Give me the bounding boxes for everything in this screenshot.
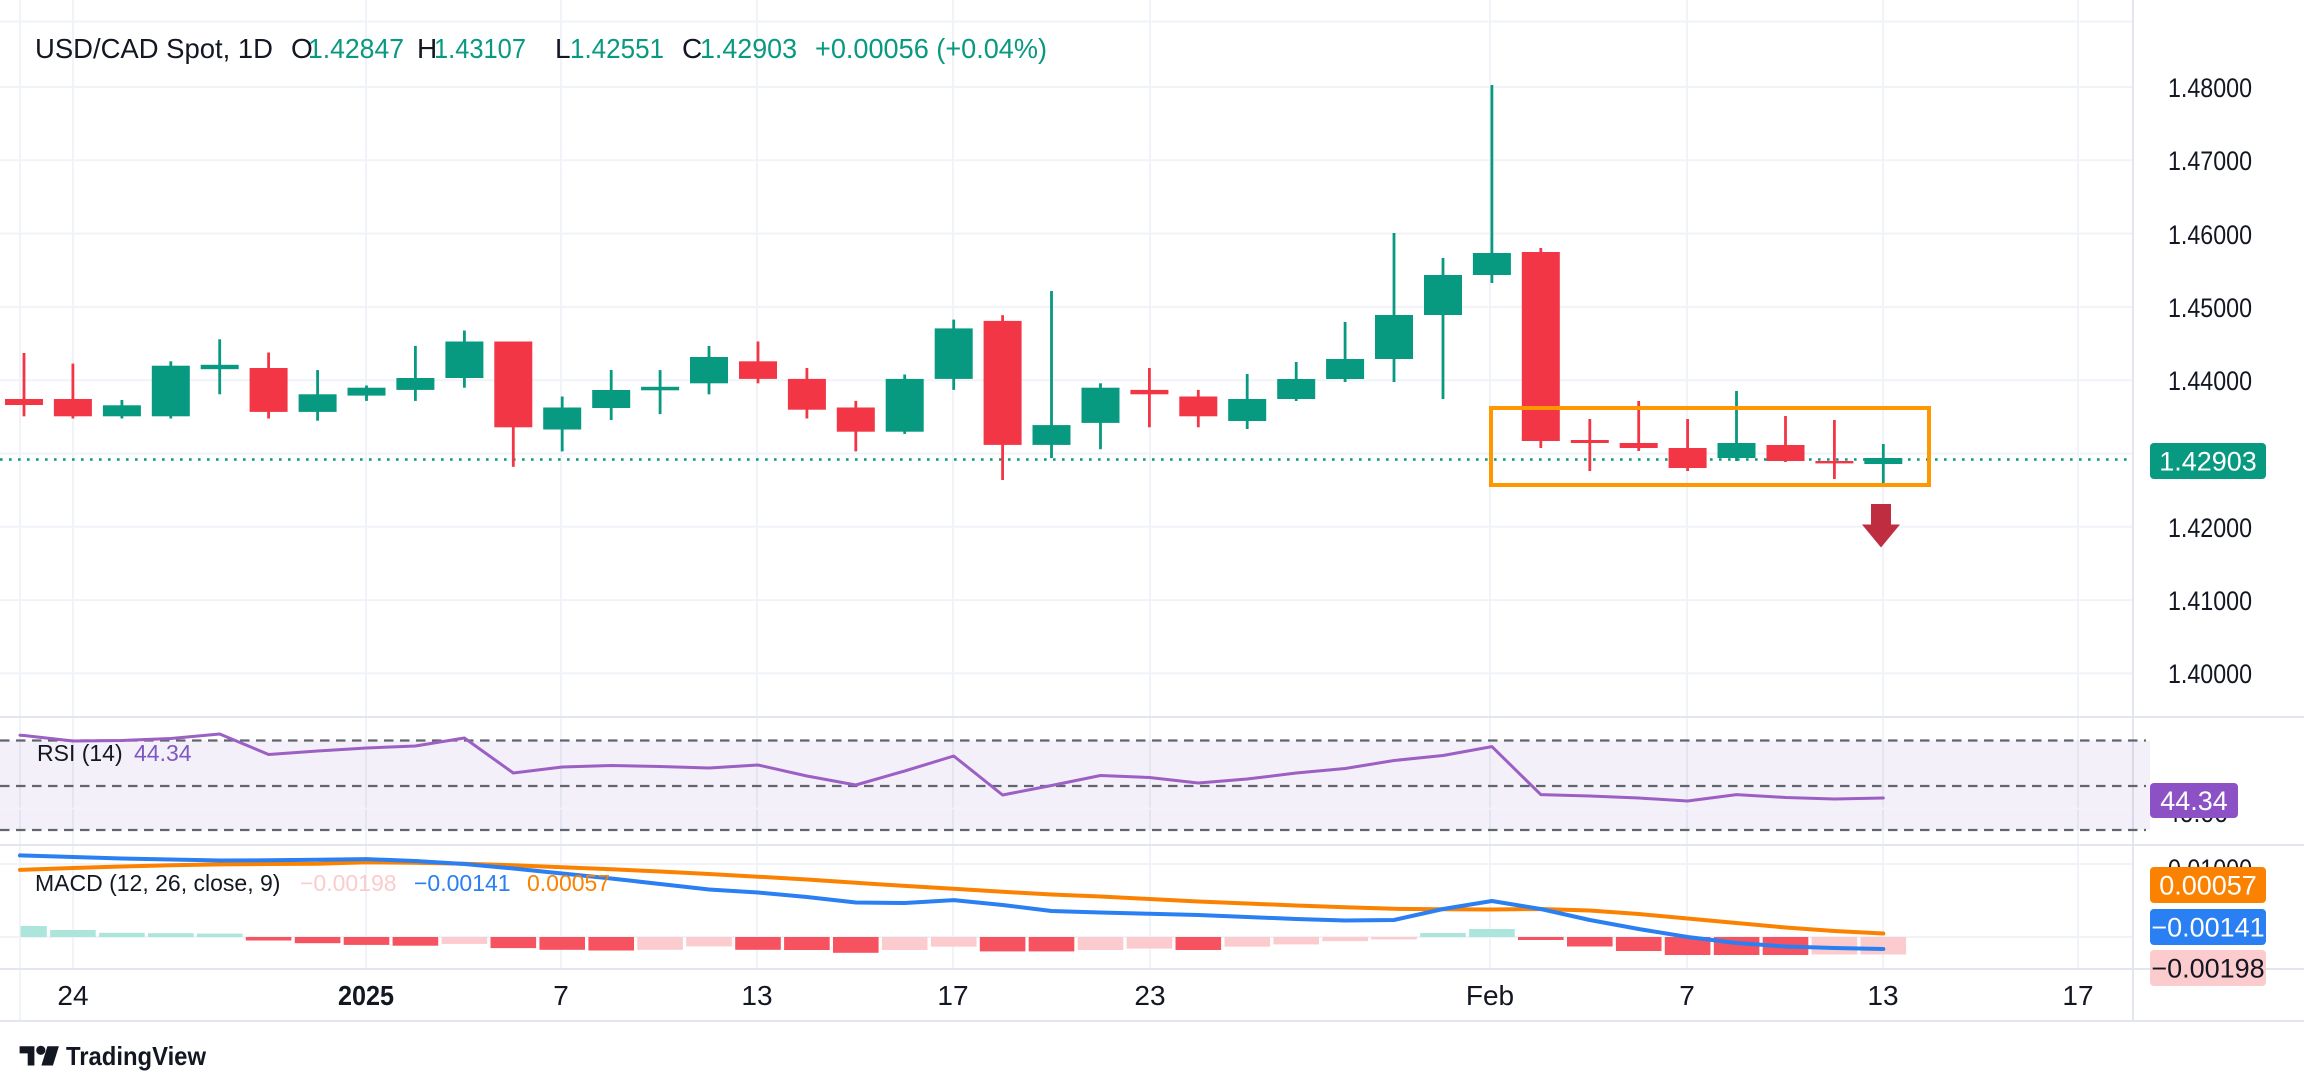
- svg-text:H: H: [417, 33, 437, 64]
- svg-text:L: L: [555, 33, 571, 64]
- svg-text:7: 7: [1679, 980, 1695, 1011]
- svg-text:1.42000: 1.42000: [2168, 513, 2252, 543]
- svg-text:1.47000: 1.47000: [2168, 146, 2252, 176]
- svg-text:24: 24: [57, 980, 88, 1011]
- svg-text:44.34: 44.34: [2160, 786, 2228, 816]
- svg-text:O: O: [291, 33, 313, 64]
- svg-text:−0.00198: −0.00198: [2151, 954, 2264, 984]
- svg-text:1.41000: 1.41000: [2168, 586, 2252, 616]
- svg-text:1.42847: 1.42847: [308, 33, 404, 64]
- svg-text:1.42551: 1.42551: [570, 33, 664, 64]
- svg-text:23: 23: [1134, 980, 1165, 1011]
- svg-text:+0.00056 (+0.04%): +0.00056 (+0.04%): [815, 33, 1047, 64]
- svg-text:Feb: Feb: [1466, 980, 1514, 1011]
- svg-text:1.44000: 1.44000: [2168, 366, 2252, 396]
- svg-text:7: 7: [553, 980, 569, 1011]
- svg-text:13: 13: [1867, 980, 1898, 1011]
- svg-text:17: 17: [2062, 980, 2093, 1011]
- svg-text:1.43107: 1.43107: [434, 33, 526, 64]
- svg-text:1.40000: 1.40000: [2168, 659, 2252, 689]
- svg-text:1.42903: 1.42903: [2159, 447, 2257, 477]
- svg-text:17: 17: [937, 980, 968, 1011]
- svg-text:1.45000: 1.45000: [2168, 293, 2252, 323]
- svg-text:0.00057: 0.00057: [2159, 871, 2257, 901]
- svg-text:TradingView: TradingView: [66, 1041, 207, 1071]
- svg-text:1.46000: 1.46000: [2168, 220, 2252, 250]
- svg-text:RSI (14) 44.34: RSI (14) 44.34: [37, 740, 192, 766]
- svg-text:1.42903: 1.42903: [700, 33, 797, 64]
- svg-text:2025: 2025: [338, 980, 394, 1011]
- svg-text:USD/CAD Spot, 1D: USD/CAD Spot, 1D: [35, 33, 273, 64]
- svg-text:−0.00141: −0.00141: [2151, 913, 2264, 943]
- svg-text:13: 13: [741, 980, 772, 1011]
- svg-text:C: C: [682, 33, 702, 64]
- svg-text:1.48000: 1.48000: [2168, 73, 2252, 103]
